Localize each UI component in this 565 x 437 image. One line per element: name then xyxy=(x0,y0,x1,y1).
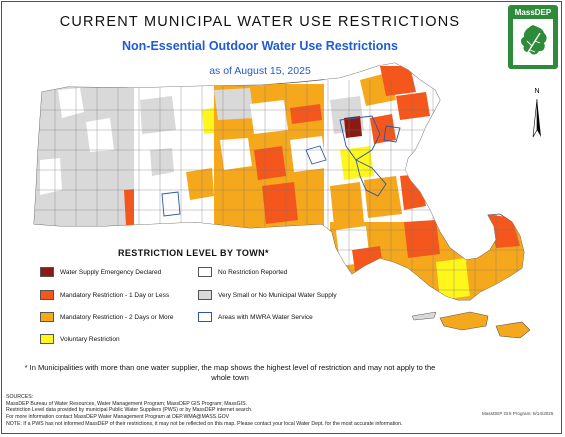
map-date: as of August 15, 2025 xyxy=(209,65,311,77)
legend-label: Voluntary Restriction xyxy=(60,335,120,343)
legend-item-mwra: Areas with MWRA Water Service xyxy=(198,312,313,322)
legend-item-voluntary: Voluntary Restriction xyxy=(40,334,120,344)
sources-line: For more information contact MassDEP Wat… xyxy=(6,414,230,421)
elizabeth-islands xyxy=(411,311,437,321)
legend-title: RESTRICTION LEVEL BY TOWN* xyxy=(118,248,269,258)
legend-label: Mandatory Restriction - 2 Days or More xyxy=(60,313,174,321)
legend-label: Areas with MWRA Water Service xyxy=(218,313,313,321)
legend-label: Very Small or No Municipal Water Supply xyxy=(218,291,337,299)
legend-item-emergency: Water Supply Emergency Declared xyxy=(40,267,161,277)
legend-swatch xyxy=(40,267,54,277)
legend-label: Mandatory Restriction - 1 Day or Less xyxy=(60,291,170,299)
massdep-logo: MassDEP xyxy=(508,5,558,69)
sources-line: NOTE: If a PWS has not informed MassDEP … xyxy=(6,420,403,427)
sources-line: SOURCES: xyxy=(6,394,34,400)
legend-label: Water Supply Emergency Declared xyxy=(60,268,162,276)
map-credit: MassDEP GIS Program: 8/14/2025 xyxy=(482,411,554,416)
islands xyxy=(411,311,531,339)
north-label: N xyxy=(534,88,539,95)
legend-item-mandatory-2days: Mandatory Restriction - 2 Days or More xyxy=(40,312,173,322)
legend-item-mandatory-1day: Mandatory Restriction - 1 Day or Less xyxy=(40,290,169,300)
legend-swatch xyxy=(198,312,212,322)
legend-swatch xyxy=(198,290,212,300)
legend-swatch xyxy=(40,334,54,344)
legend-label: No Restriction Reported xyxy=(218,268,288,276)
mwra-service-areas xyxy=(161,115,401,217)
nantucket xyxy=(495,321,531,339)
sources-block: SOURCES: MassDEP Bureau of Water Resourc… xyxy=(6,394,402,428)
sources-line: MassDEP Bureau of Water Resources, Water… xyxy=(6,400,248,407)
legend-swatch xyxy=(40,312,54,322)
legend-item-very-small: Very Small or No Municipal Water Supply xyxy=(198,290,337,300)
oak-leaf-icon xyxy=(513,19,553,65)
north-arrow: N xyxy=(529,85,545,145)
legend-item-no-restriction: No Restriction Reported xyxy=(198,267,287,277)
legend-swatch xyxy=(198,267,212,277)
footnote: * In Municipalities with more than one w… xyxy=(24,363,436,382)
map-title: CURRENT MUNICIPAL WATER USE RESTRICTIONS xyxy=(59,14,461,30)
map-subtitle: Non-Essential Outdoor Water Use Restrict… xyxy=(122,39,398,53)
marthas-vineyard xyxy=(439,311,489,331)
sources-line: Restriction Level data provided by munic… xyxy=(6,407,253,414)
logo-text: MassDEP xyxy=(514,8,552,17)
legend-swatch xyxy=(40,290,54,300)
